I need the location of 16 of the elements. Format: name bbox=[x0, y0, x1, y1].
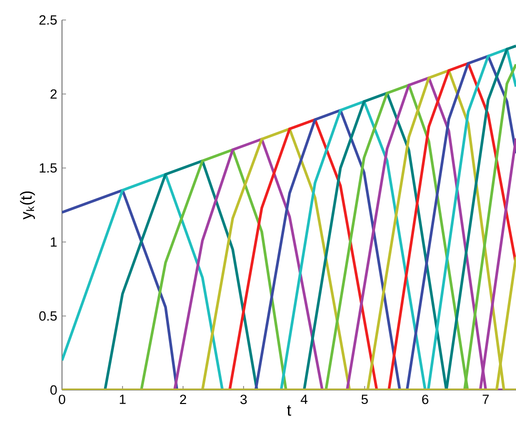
y-axis-title: y$_{k}$(t) bbox=[20, 191, 35, 220]
x-tick-label: 6 bbox=[422, 394, 428, 404]
y-tick-label: 1 bbox=[50, 237, 57, 247]
y-tick-label: 2 bbox=[50, 89, 57, 99]
x-tick-label: 3 bbox=[240, 394, 247, 404]
y-tick-label: 1.5 bbox=[40, 163, 57, 173]
x-tick-label: 7 bbox=[482, 394, 489, 404]
x-tick-label: 1 bbox=[120, 394, 126, 404]
x-axis-title: t bbox=[287, 405, 292, 416]
y-tick-label: 0 bbox=[50, 385, 57, 395]
x-tick-label: 2 bbox=[180, 394, 186, 404]
x-tick-label: 5 bbox=[362, 394, 368, 404]
y-tick-label: 0.5 bbox=[39, 311, 57, 321]
y-tick-label: 2.5 bbox=[39, 15, 57, 25]
x-tick-label: 4 bbox=[300, 394, 308, 404]
x-tick-label: 0 bbox=[58, 394, 66, 404]
